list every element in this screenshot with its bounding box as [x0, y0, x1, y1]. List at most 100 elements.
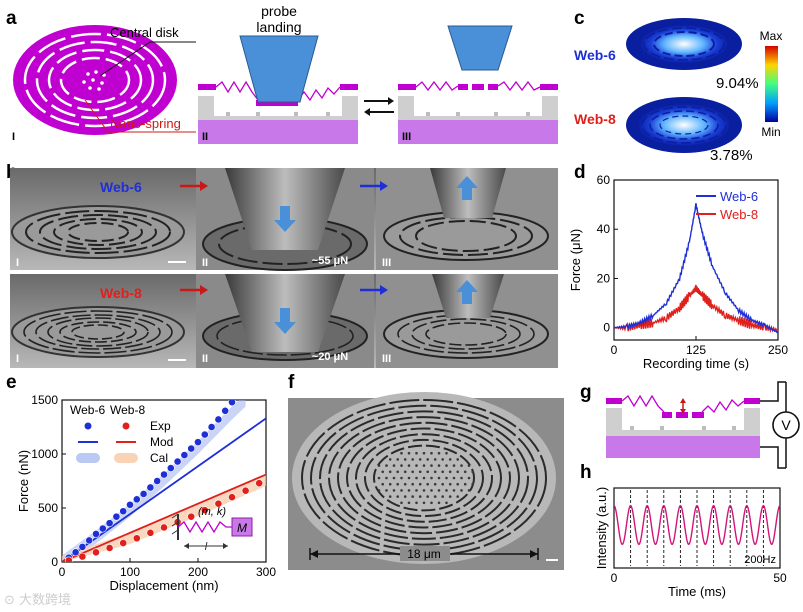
stage-III-label: III [402, 131, 411, 143]
chart-e-point-web-6-exp [132, 495, 141, 504]
sem-hole [400, 476, 403, 480]
b-row1-stage-I: I [16, 257, 19, 269]
panel-c-label: c [574, 8, 585, 29]
sem-hole [377, 489, 381, 492]
sem-hole [403, 470, 407, 474]
colorbar-max: Max [760, 29, 783, 43]
web8-row-label: Web-8 [100, 285, 142, 301]
sem-hole [471, 470, 475, 474]
chart-e-point-web-6-exp [92, 530, 100, 538]
legend-web8-exp-marker [122, 422, 130, 430]
chart-e-point-web-6-exp [78, 542, 87, 551]
chart-e-point-web-6-exp [194, 438, 202, 447]
sem-hole [392, 476, 396, 480]
intensity-time-chart: 0 50 Time (ms) Intensity (a.u.) 200Hz [594, 487, 787, 599]
chart-e-point-web-6-exp [228, 400, 236, 407]
force-time-chart: 0 125 250 0 20 40 60 Recording time (s) Force (μ… [568, 173, 788, 371]
panel-b: b Web-6 ~55 μN I [6, 162, 558, 368]
chart-e-point-web-6-exp [160, 470, 168, 479]
panel-d-label: d [574, 162, 586, 183]
sem-hole [463, 482, 467, 486]
chart-e-xtick-label: 0 [59, 565, 66, 579]
sem-hole [437, 501, 441, 505]
sem-web6-stage-III [376, 168, 558, 270]
sem-disk-holes [377, 451, 475, 505]
web6-row-label: Web-6 [100, 179, 142, 195]
sem-hole [437, 489, 441, 492]
sem-web8-stage-II [196, 274, 374, 368]
sem-hole [445, 476, 448, 480]
sem-hole [448, 458, 452, 461]
sem-hole [437, 451, 441, 455]
legend-exp: Exp [150, 419, 171, 433]
panel-a-label: a [6, 8, 17, 29]
sem-hole [456, 470, 460, 474]
sem-hole [456, 482, 460, 486]
chart-h-xtick-label: 50 [773, 571, 787, 585]
chart-e-point-web-6-exp [126, 500, 134, 509]
legend-cal: Cal [150, 451, 168, 465]
sem-hole [456, 458, 460, 461]
chart-d-ytick-label: 40 [597, 222, 611, 236]
sem-hole [388, 470, 392, 474]
inset-length-label: l [205, 541, 208, 553]
sem-hole [445, 501, 448, 505]
scale-label: 18 μm [407, 547, 441, 561]
panel-h: h 0 50 Time (ms) Intensity (a.u.) 200Hz [580, 462, 787, 599]
chart-d-ytick-label: 0 [603, 321, 610, 335]
sem-hole [415, 489, 418, 492]
sem-hole [385, 489, 388, 492]
sem-hole [400, 451, 403, 455]
chart-e-ytick-label: 1000 [31, 447, 58, 461]
legend-web8-cal-band [114, 453, 138, 463]
chart-e-line-web-6-mod [62, 417, 266, 562]
sem-hole [411, 470, 415, 474]
sem-hole [445, 451, 448, 455]
sem-hole [403, 482, 407, 486]
sem-hole [452, 464, 456, 467]
panel-d: d 0 125 250 0 20 40 60 Recording time (s) Force … [568, 162, 788, 371]
sem-hole [456, 495, 460, 498]
chart-d-xlabel: Recording time (s) [643, 356, 749, 371]
chart-e-point-web-8-exp [241, 486, 250, 495]
chart-e-ylabel: Force (nN) [16, 450, 31, 512]
panel-f: f 18 μm [288, 372, 564, 570]
chart-e-line-web-8-mod [62, 473, 266, 562]
web6-sim-label: Web-6 [574, 47, 616, 63]
sem-hole [445, 489, 448, 492]
sem-web8-stage-III [376, 274, 558, 368]
sem-hole [415, 451, 418, 455]
sem-hole [452, 489, 456, 492]
sem-hole [430, 501, 433, 505]
sem-hole [433, 458, 437, 461]
stage-I-label: I [12, 131, 15, 143]
sem-hole [411, 482, 415, 486]
chart-h-xtick-label: 0 [611, 571, 618, 585]
sem-hole [426, 482, 430, 486]
chart-d-xtick-label: 0 [611, 343, 618, 357]
sem-hole [460, 489, 463, 492]
sem-hole [388, 495, 392, 498]
sem-hole [392, 489, 396, 492]
chart-d-ytick-label: 20 [597, 271, 611, 285]
sem-hole [426, 470, 430, 474]
sem-hole [411, 458, 415, 461]
chart-e-point-web-6-exp [112, 512, 121, 521]
sem-hole [388, 458, 392, 461]
sem-hole [415, 501, 418, 505]
sem-hole [437, 476, 441, 480]
chart-e-point-web-6-exp [119, 507, 128, 516]
sem-hole [381, 470, 385, 474]
chart-e-point-web-8-exp [105, 544, 114, 552]
sem-hole [433, 470, 437, 474]
arrow-web8-I-to-II [180, 285, 208, 295]
b-row2-stage-II: II [202, 353, 208, 365]
chart-e-xlabel: Displacement (nm) [109, 578, 218, 593]
sem-hole [430, 489, 433, 492]
sem-hole [437, 464, 441, 467]
sem-hole [418, 458, 422, 461]
sem-hole [448, 495, 452, 498]
sem-hole [467, 476, 471, 480]
sem-hole [426, 458, 430, 461]
sem-hole [422, 489, 426, 492]
